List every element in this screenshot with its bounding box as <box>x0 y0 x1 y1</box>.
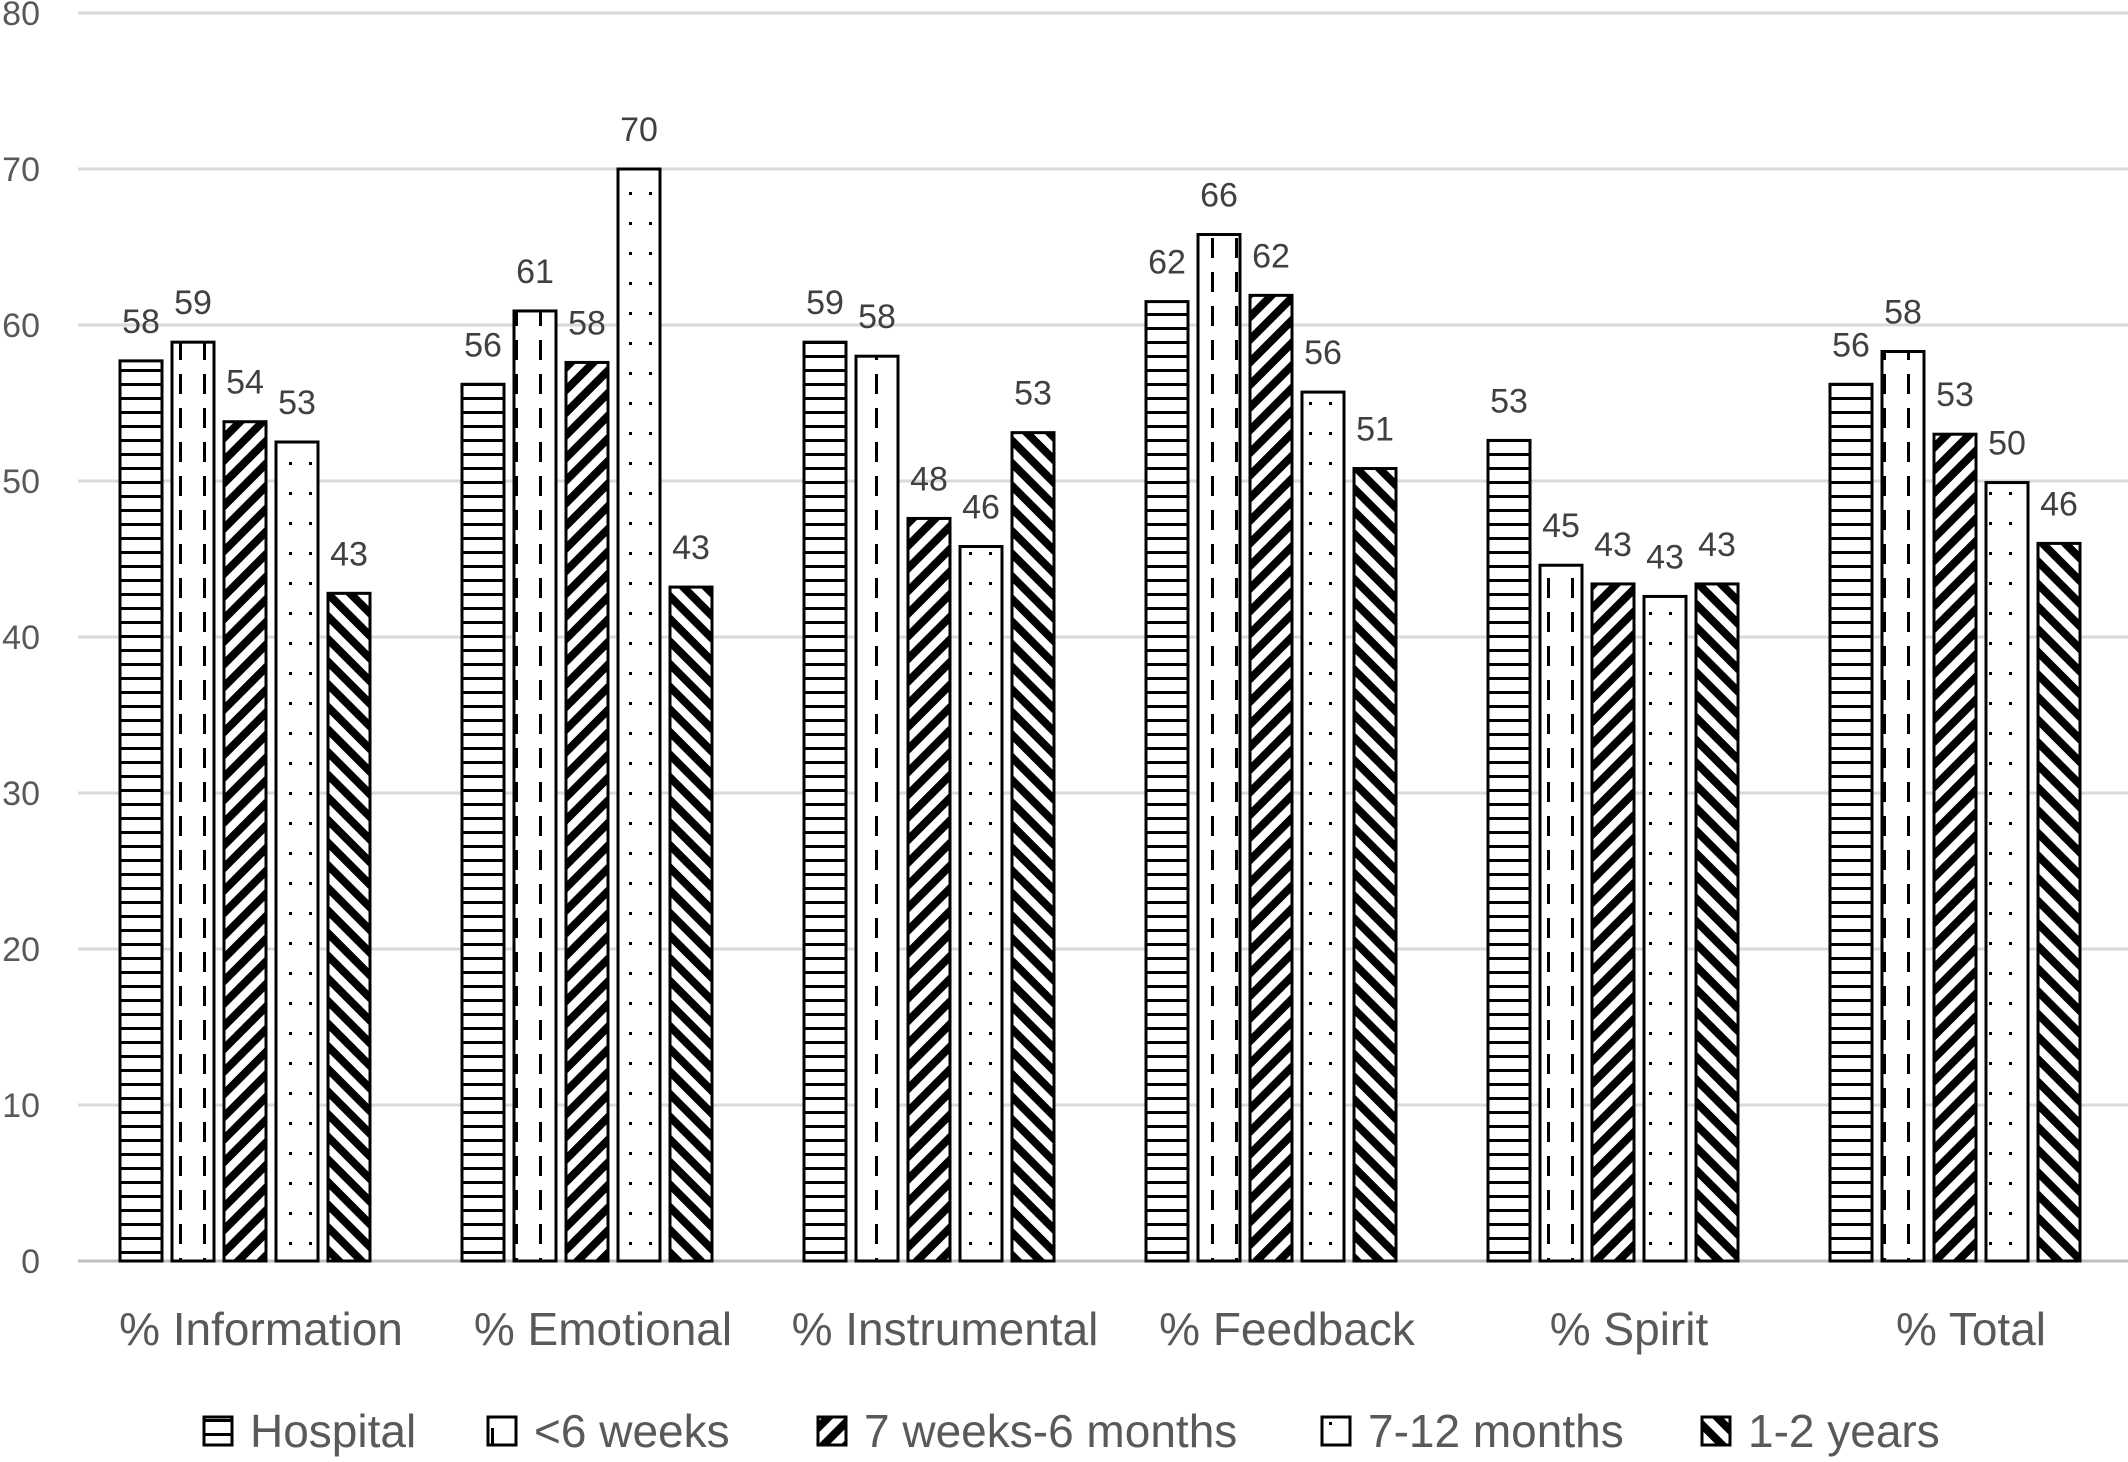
bar <box>1144 300 1190 1263</box>
data-label: 53 <box>1490 382 1528 420</box>
data-label: 45 <box>1542 507 1580 545</box>
legend-swatch <box>202 1415 234 1447</box>
y-tick-label: 80 <box>2 0 40 33</box>
bar <box>1590 582 1636 1263</box>
x-category-label: % Emotional <box>474 1303 732 1355</box>
data-labels: 58 59 54 53 43 56 61 58 70 43 59 58 48 46 53 62 66 62 56 51… <box>122 111 2078 576</box>
data-label: 56 <box>1832 326 1870 364</box>
bar <box>1538 563 1584 1263</box>
bar <box>1486 438 1532 1263</box>
data-label: 53 <box>278 384 316 422</box>
bar <box>1828 382 1874 1263</box>
data-label: 56 <box>464 326 502 364</box>
data-label: 50 <box>1988 425 2026 463</box>
legend-label: 7-12 months <box>1368 1405 1624 1457</box>
data-label: 62 <box>1148 244 1186 282</box>
legend-label: <6 weeks <box>534 1405 730 1457</box>
legend-swatch <box>816 1415 848 1447</box>
bar <box>802 340 848 1263</box>
data-label: 58 <box>568 304 606 342</box>
bar <box>1642 594 1688 1263</box>
bar <box>170 340 216 1263</box>
legend-label: 7 weeks-6 months <box>864 1405 1237 1457</box>
x-axis-category-labels: % Information % Emotional % Instrumental % … <box>119 1303 2046 1355</box>
data-label: 62 <box>1252 237 1290 275</box>
bar <box>460 382 506 1263</box>
x-category-label: % Instrumental <box>792 1303 1099 1355</box>
data-label: 54 <box>226 364 264 402</box>
data-label: 43 <box>1646 538 1684 576</box>
bar <box>2036 541 2082 1263</box>
gridlines <box>78 11 2128 1263</box>
bar <box>616 167 662 1263</box>
legend-label: Hospital <box>250 1405 416 1457</box>
x-category-label: % Information <box>119 1303 403 1355</box>
data-label: 43 <box>330 535 368 573</box>
bar <box>1880 350 1926 1263</box>
data-label: 46 <box>962 489 1000 527</box>
bar <box>668 585 714 1263</box>
data-label: 43 <box>672 529 710 567</box>
y-axis-tick-labels: 0 10 20 30 40 50 60 70 80 <box>2 0 40 1281</box>
bar <box>512 309 558 1263</box>
data-label: 58 <box>122 303 160 341</box>
y-tick-label: 50 <box>2 463 40 501</box>
data-label: 48 <box>910 460 948 498</box>
data-label: 61 <box>516 253 554 291</box>
bar <box>906 516 952 1263</box>
data-label: 58 <box>1884 294 1922 332</box>
bar <box>1932 432 1978 1263</box>
data-label: 43 <box>1594 526 1632 564</box>
bar <box>1694 582 1740 1263</box>
legend: Hospital <6 weeks 7 weeks-6 months 7-12 mon… <box>202 1405 1940 1457</box>
bar <box>1010 431 1056 1263</box>
y-tick-label: 10 <box>2 1087 40 1125</box>
x-category-label: % Total <box>1896 1303 2046 1355</box>
bar <box>958 545 1004 1263</box>
data-label: 56 <box>1304 334 1342 372</box>
data-label: 53 <box>1936 376 1974 414</box>
bar <box>1300 390 1346 1263</box>
y-tick-label: 60 <box>2 307 40 345</box>
data-label: 51 <box>1356 411 1394 449</box>
bar <box>1248 293 1294 1263</box>
x-category-label: % Spirit <box>1550 1303 1709 1355</box>
y-tick-label: 70 <box>2 151 40 189</box>
legend-swatch <box>1700 1415 1732 1447</box>
data-label: 70 <box>620 111 658 149</box>
bar <box>564 360 610 1263</box>
bar <box>854 354 900 1263</box>
bars <box>118 167 2082 1263</box>
data-label: 46 <box>2040 485 2078 523</box>
legend-swatch <box>1320 1415 1352 1447</box>
bar <box>118 359 164 1263</box>
bar <box>1984 481 2030 1263</box>
y-tick-label: 20 <box>2 931 40 969</box>
x-category-label: % Feedback <box>1159 1303 1416 1355</box>
data-label: 58 <box>858 298 896 336</box>
legend-swatch <box>486 1415 518 1447</box>
bar <box>1196 233 1242 1263</box>
data-label: 66 <box>1200 177 1238 215</box>
bar <box>1352 467 1398 1263</box>
bar <box>222 420 268 1263</box>
legend-label: 1-2 years <box>1748 1405 1940 1457</box>
data-label: 53 <box>1014 375 1052 413</box>
data-label: 43 <box>1698 526 1736 564</box>
bar <box>326 591 372 1263</box>
data-label: 59 <box>806 284 844 322</box>
y-tick-label: 40 <box>2 619 40 657</box>
bar <box>274 440 320 1263</box>
data-label: 59 <box>174 284 212 322</box>
y-tick-label: 0 <box>21 1243 40 1281</box>
y-tick-label: 30 <box>2 775 40 813</box>
